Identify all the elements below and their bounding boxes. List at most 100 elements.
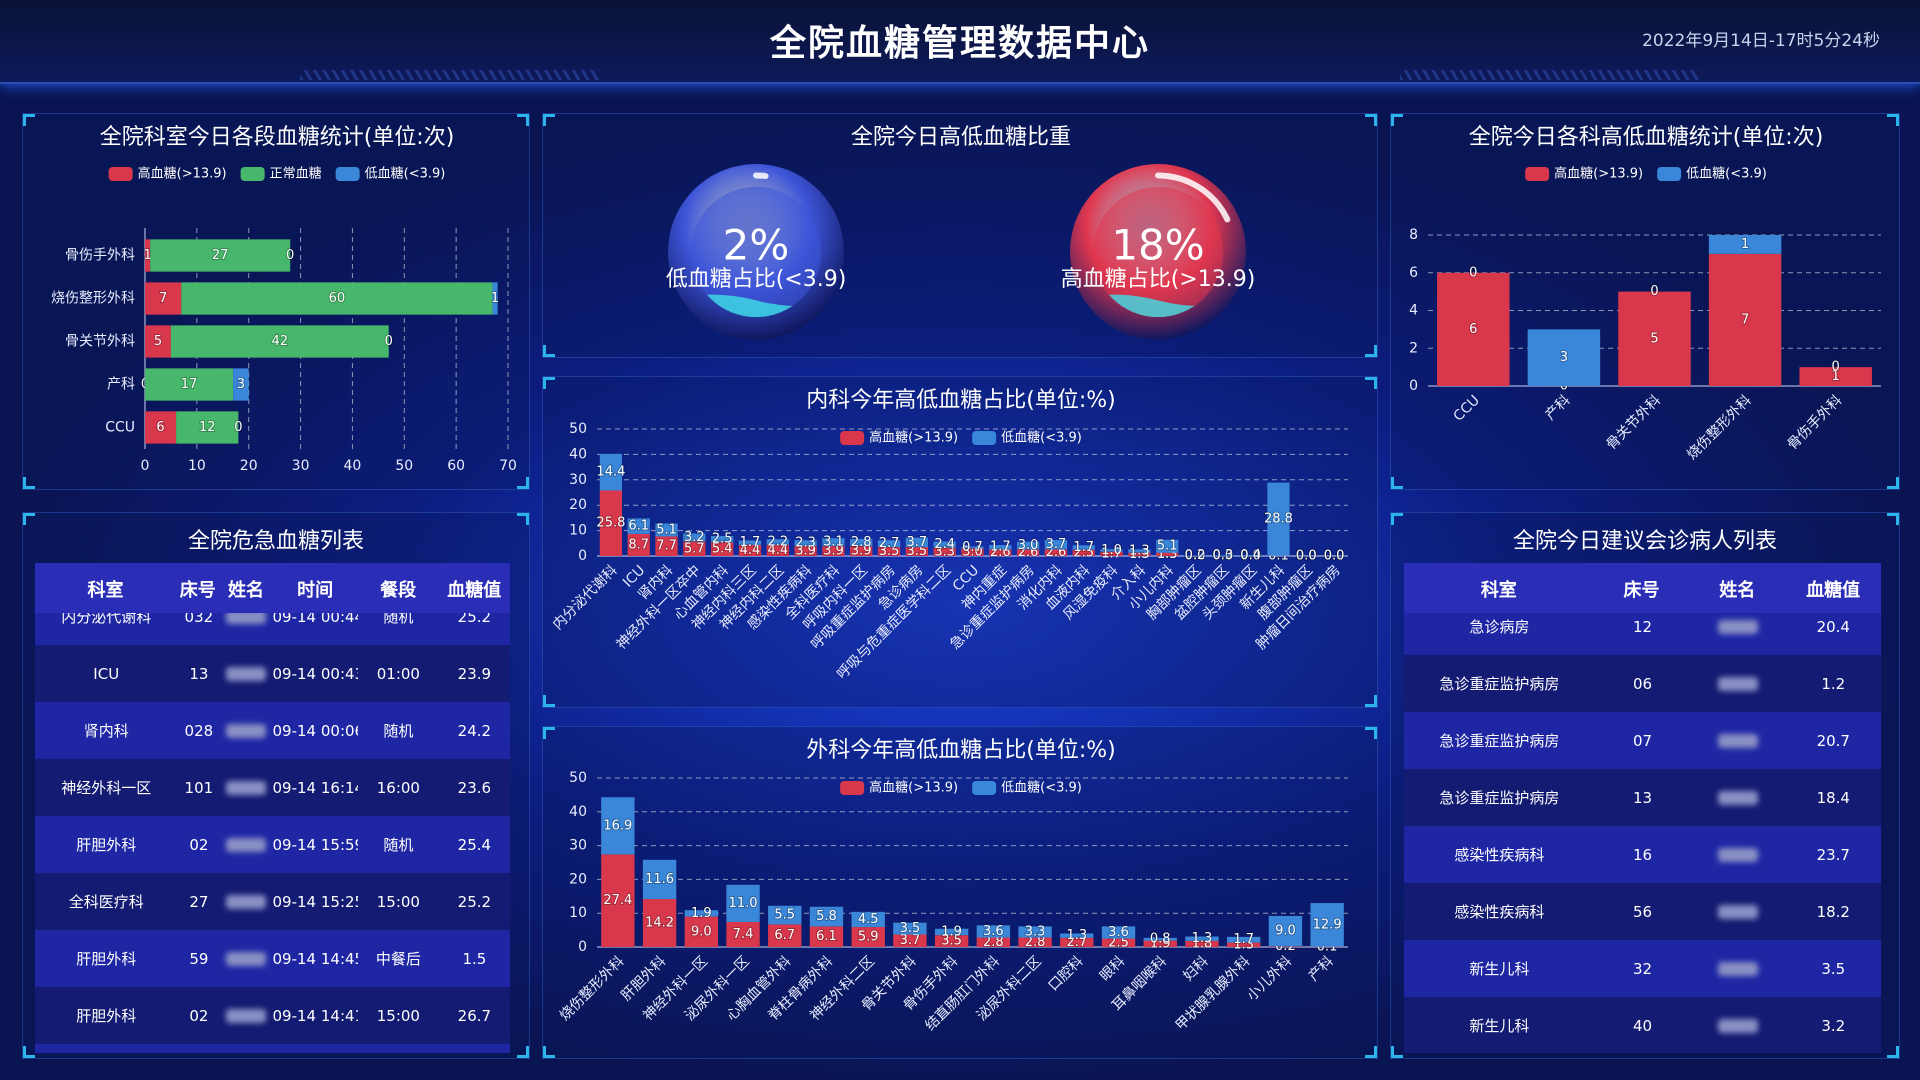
data-label: 1.3	[1066, 928, 1087, 943]
bar-segment	[1017, 541, 1040, 550]
legend: 高血糖(>13.9) 正常血糖 低血糖(<3.9)	[108, 166, 445, 182]
donut-arc	[753, 172, 769, 180]
data-label: 14.4	[596, 465, 625, 480]
y-tick-label: 0	[578, 548, 587, 564]
column-header: 姓名	[219, 563, 273, 615]
bar-segment	[976, 925, 1011, 938]
bar-segment	[768, 905, 802, 925]
bar-segment	[1267, 482, 1290, 556]
column-header: 床号	[175, 563, 220, 615]
data-label: 3.5	[941, 934, 962, 949]
data-label: 28.8	[1264, 512, 1293, 527]
data-label: 5.9	[858, 930, 879, 945]
decoration	[300, 70, 600, 80]
category-label: 甲状腺乳腺外科	[1173, 953, 1254, 1034]
data-label: 0	[1469, 265, 1477, 280]
data-label: 1	[143, 248, 151, 263]
bar-segment	[1072, 545, 1095, 550]
bar-segment	[726, 884, 760, 922]
table-cell: 18.2	[1785, 883, 1881, 940]
panel: 外科今年高低血糖占比(单位:%) 高血糖(>13.9) 低血糖(<3.9) 0 10 20…	[542, 726, 1378, 1059]
table-cell: 09-14 00:06	[272, 702, 358, 759]
bar-segment	[1708, 235, 1782, 254]
data-label: 5.1	[1157, 539, 1178, 554]
data-label: 2.8	[983, 935, 1004, 950]
blurred-name	[226, 1009, 267, 1023]
table: 急诊病房 12 20.4 急诊重症监护病房 06 1.2 急诊重症监护病房 07 20.7 急诊重…	[1404, 613, 1881, 1053]
bar-segment	[989, 549, 1012, 556]
blurred-name	[1717, 620, 1758, 634]
table-cell: 15:00	[358, 873, 439, 930]
table: 科室 床号 姓名 时间 餐段 血糖值	[35, 563, 510, 615]
bar-segment	[794, 540, 817, 547]
bar-segment	[684, 910, 718, 917]
legend: 高血糖(>13.9) 低血糖(<3.9)	[840, 780, 1082, 796]
bar-segment	[711, 535, 734, 543]
table-cell: 肝胆外科	[35, 816, 178, 873]
data-label: 11.0	[729, 896, 758, 911]
category-label: 骨伤手外科	[65, 248, 135, 264]
blurred-name	[1717, 1019, 1758, 1033]
blurred-name	[1717, 791, 1758, 805]
name-cell	[1690, 826, 1786, 883]
x-tick-label: 0	[141, 458, 150, 474]
page-title: 全院血糖管理数据中心	[769, 23, 1150, 64]
bar-segment	[822, 538, 845, 547]
data-label: 0.3	[1212, 548, 1233, 563]
table-row: 急诊重症监护病房 13 18.4	[1404, 769, 1881, 826]
bar-segment	[1128, 549, 1151, 553]
table-title: 全院危急血糖列表	[187, 529, 364, 554]
column-header: 血糖值	[438, 563, 510, 615]
table-cell: 13	[1594, 769, 1691, 826]
legend-swatch	[972, 431, 997, 445]
data-label: 3.7	[1046, 537, 1067, 552]
data-label: 3.7	[900, 933, 921, 948]
table-cell: 13	[177, 645, 221, 702]
table-cell: 27	[177, 1044, 221, 1053]
chart: 内科今年高低血糖占比(单位:%) 高血糖(>13.9) 低血糖(<3.9) 0 10 20…	[550, 388, 1348, 683]
blurred-name	[226, 838, 267, 852]
name-cell	[1690, 769, 1786, 826]
bar-segment	[933, 547, 956, 556]
bar-segment	[145, 411, 177, 444]
bar-segment	[877, 540, 901, 548]
bar-segment	[1185, 936, 1219, 941]
chart: 全院科室今日各段血糖统计(单位:次) 高血糖(>13.9) 正常血糖 低血糖(<3.9…	[51, 125, 517, 474]
donut-value: 2%	[723, 221, 790, 270]
x-tick-label: 20	[240, 458, 258, 474]
data-label: 8.7	[628, 537, 649, 552]
data-label: 0.0	[1324, 549, 1345, 564]
table-cell: 肝胆外科	[35, 930, 178, 987]
y-tick-label: 6	[1409, 265, 1418, 281]
bar-segment	[851, 911, 885, 928]
legend-label: 低血糖(<3.9)	[1686, 166, 1767, 182]
data-label: 2.3	[795, 536, 816, 551]
table-cell: 15:00	[358, 987, 439, 1044]
bar-segment	[150, 239, 291, 272]
data-label: 2.7	[1066, 935, 1087, 950]
bar-segment	[1060, 933, 1094, 938]
data-label: 0.4	[1240, 548, 1261, 563]
table-cell: 25.2	[438, 873, 510, 930]
data-label: 0	[1650, 284, 1658, 299]
data-label: 3.9	[851, 544, 872, 559]
category-label: 骨伤手外科	[1785, 392, 1846, 453]
y-tick-label: 4	[1409, 303, 1418, 319]
table-cell: 全科医疗科	[35, 873, 178, 930]
data-label: 5.8	[816, 909, 837, 924]
table-row: 内分泌代谢科 032 09-14 00:44 随机 25.2	[35, 613, 510, 645]
blurred-name	[226, 952, 267, 966]
bar-segment	[599, 453, 623, 491]
data-label: 0	[1832, 360, 1840, 375]
bar-segment	[851, 927, 885, 947]
category-label: 骨关节外科	[65, 334, 135, 350]
legend-swatch	[840, 781, 865, 795]
bar-segment	[961, 546, 984, 549]
bar-segment	[877, 547, 901, 556]
data-label: 12	[199, 420, 216, 435]
legend-swatch	[335, 167, 360, 181]
bar-segment	[1227, 942, 1261, 947]
name-cell	[220, 702, 273, 759]
blurred-name	[1717, 962, 1758, 976]
table-cell: 急诊重症监护病房	[1404, 655, 1595, 712]
